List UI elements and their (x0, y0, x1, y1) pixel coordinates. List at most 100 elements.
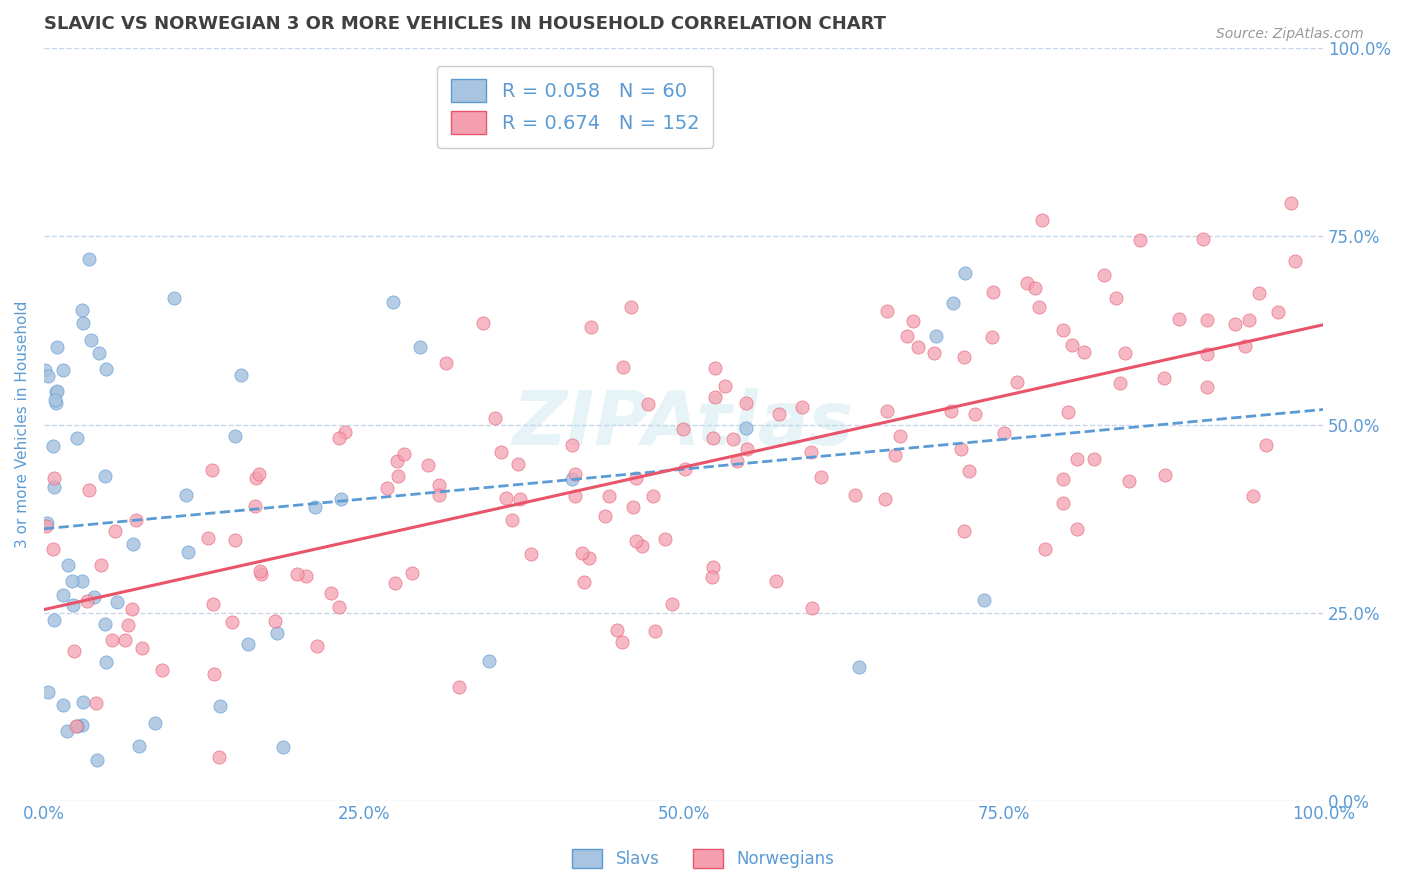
Point (735, 442, 758, 456)
Point (478, 654, 501, 668)
Point (125, 513, 148, 527)
Point (941, 404, 963, 418)
Point (46, 340, 69, 354)
Point (1052, 472, 1074, 486)
Point (1195, 380, 1218, 394)
Point (489, 444, 512, 458)
Point (953, 266, 976, 280)
Text: Source: ZipAtlas.com: Source: ZipAtlas.com (1216, 27, 1364, 41)
Point (981, 330, 1004, 344)
Point (401, 566, 423, 580)
Point (70, 574, 93, 589)
Point (626, 471, 648, 485)
Point (1153, 370, 1175, 384)
Point (672, 422, 695, 436)
Point (612, 635, 634, 649)
Point (714, 379, 737, 393)
Point (768, 407, 790, 421)
Point (84, 696, 107, 710)
Point (434, 356, 457, 370)
Point (598, 490, 620, 504)
Point (612, 360, 634, 375)
Point (44, 392, 66, 407)
Point (484, 410, 506, 425)
Point (1154, 468, 1177, 483)
Point (90, 558, 112, 572)
Point (957, 464, 980, 478)
Point (735, 421, 758, 435)
Point (384, 576, 406, 591)
Point (606, 623, 628, 637)
Point (418, 458, 440, 472)
Point (128, 739, 150, 754)
Point (42, 439, 65, 453)
Point (942, 296, 965, 310)
Point (66, 431, 89, 445)
Point (673, 461, 696, 475)
Point (56, 724, 79, 739)
Point (1052, 496, 1074, 510)
Text: SLAVIC VS NORWEGIAN 3 OR MORE VEHICLES IN HOUSEHOLD CORRELATION CHART: SLAVIC VS NORWEGIAN 3 OR MORE VEHICLES I… (44, 15, 886, 33)
Point (79, 483, 101, 497)
Point (876, 404, 898, 418)
Point (1249, 285, 1271, 300)
Point (702, 560, 724, 574)
Point (800, 445, 823, 459)
Point (44, 471, 66, 485)
Point (1223, 318, 1246, 332)
Point (1114, 346, 1136, 360)
Point (163, 291, 186, 305)
Point (844, 488, 866, 502)
Point (661, 597, 683, 611)
Point (243, 500, 266, 514)
Point (509, 492, 531, 507)
Point (52, 363, 75, 377)
Point (94, 655, 117, 669)
Point (578, 550, 600, 565)
Point (76, 593, 98, 607)
Point (208, 749, 231, 764)
Point (1083, 452, 1105, 467)
Y-axis label: 3 or more Vehicles in Household: 3 or more Vehicles in Household (15, 301, 30, 549)
Point (641, 490, 664, 504)
Point (83, 590, 105, 604)
Point (101, 632, 124, 647)
Point (66, 719, 89, 733)
Point (621, 500, 644, 514)
Point (1192, 232, 1215, 246)
Point (86, 753, 108, 767)
Legend: R = 0.058   N = 60, R = 0.674   N = 152: R = 0.058 N = 60, R = 0.674 N = 152 (437, 66, 713, 147)
Point (176, 545, 198, 559)
Point (1284, 253, 1306, 268)
Point (883, 448, 905, 462)
Point (848, 660, 870, 674)
Point (654, 533, 676, 547)
Point (889, 429, 911, 443)
Point (427, 488, 450, 502)
Point (385, 454, 408, 468)
Point (266, 625, 288, 640)
Point (114, 633, 136, 648)
Point (329, 492, 352, 507)
Point (1028, 300, 1050, 314)
Text: ZIPAtlas: ZIPAtlas (513, 388, 853, 461)
Point (328, 430, 350, 444)
Point (1234, 338, 1257, 352)
Point (224, 533, 246, 547)
Point (495, 491, 517, 505)
Point (60, 574, 83, 588)
Point (247, 467, 270, 481)
Point (1066, 522, 1088, 536)
Point (801, 601, 824, 615)
Point (392, 447, 415, 461)
Point (1073, 345, 1095, 359)
Point (285, 566, 308, 581)
Point (993, 426, 1015, 441)
Point (965, 407, 987, 421)
Point (62, 644, 84, 658)
Point (72, 316, 94, 330)
Point (721, 432, 744, 446)
Point (644, 624, 666, 638)
Point (703, 361, 725, 376)
Point (1279, 195, 1302, 210)
